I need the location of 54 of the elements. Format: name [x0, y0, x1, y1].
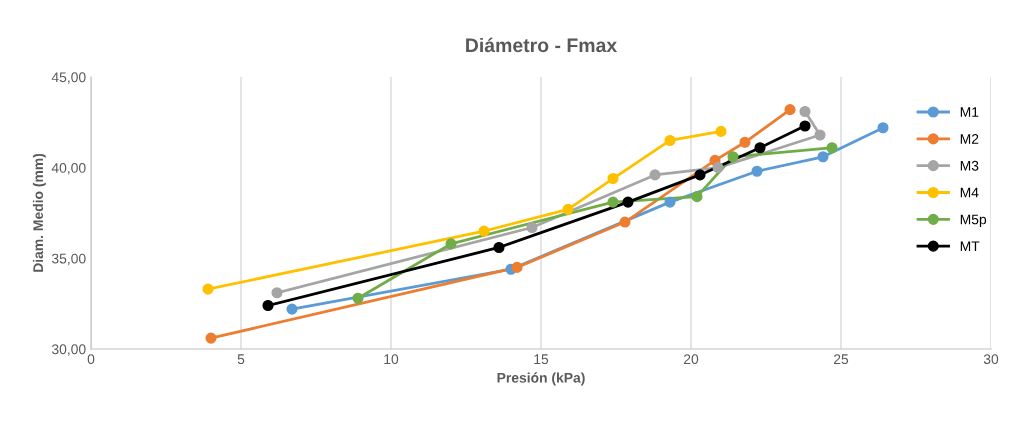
point [799, 105, 811, 118]
x-tick-label: 5 [237, 354, 245, 365]
point [751, 165, 763, 177]
point [445, 238, 457, 250]
point [664, 196, 676, 208]
point [799, 120, 811, 132]
point [754, 142, 766, 154]
point [493, 241, 505, 254]
y-tick-label: 30,00 [51, 344, 86, 356]
point [202, 283, 214, 295]
point [526, 221, 538, 234]
x-tick-label: 10 [384, 354, 399, 365]
point [691, 191, 703, 203]
point [262, 299, 274, 312]
legend-label: M1 [960, 107, 979, 117]
y-tick-label: 40,00 [51, 163, 86, 175]
point [694, 169, 706, 181]
legend-label: MT [960, 241, 980, 252]
point [739, 136, 751, 148]
x-tick-label: 15 [534, 354, 549, 365]
point [814, 129, 826, 141]
chart-title: Diámetro - Fmax [466, 37, 618, 53]
point [619, 216, 631, 228]
x-tick-label: 20 [683, 354, 699, 365]
point [715, 125, 727, 137]
point [607, 172, 619, 185]
legend-label: M4 [960, 187, 979, 198]
point [478, 225, 490, 237]
point [622, 196, 634, 208]
point [664, 134, 676, 147]
point [511, 261, 523, 273]
y-axis-title: Diam. Medio (mm) [32, 153, 46, 272]
point [877, 122, 889, 134]
x-axis-title: Presión (kPa) [497, 372, 585, 386]
x-tick-label: 25 [833, 354, 849, 365]
x-tick-label: 30 [983, 354, 999, 365]
point [352, 292, 364, 304]
y-tick-label: 35,00 [51, 253, 86, 266]
legend-label: M5p [960, 214, 987, 228]
point [286, 303, 298, 315]
point [817, 151, 829, 163]
point [562, 203, 574, 215]
legend-label: M3 [960, 160, 979, 171]
point [649, 169, 661, 181]
y-tick-label: 45,00 [51, 72, 86, 84]
point [607, 196, 619, 208]
legend-label: M2 [960, 134, 979, 144]
point [271, 287, 283, 299]
point [205, 332, 217, 344]
point [727, 151, 739, 163]
x-tick-label: 0 [87, 354, 95, 365]
point [712, 162, 724, 174]
point [826, 142, 838, 154]
point [784, 104, 796, 116]
